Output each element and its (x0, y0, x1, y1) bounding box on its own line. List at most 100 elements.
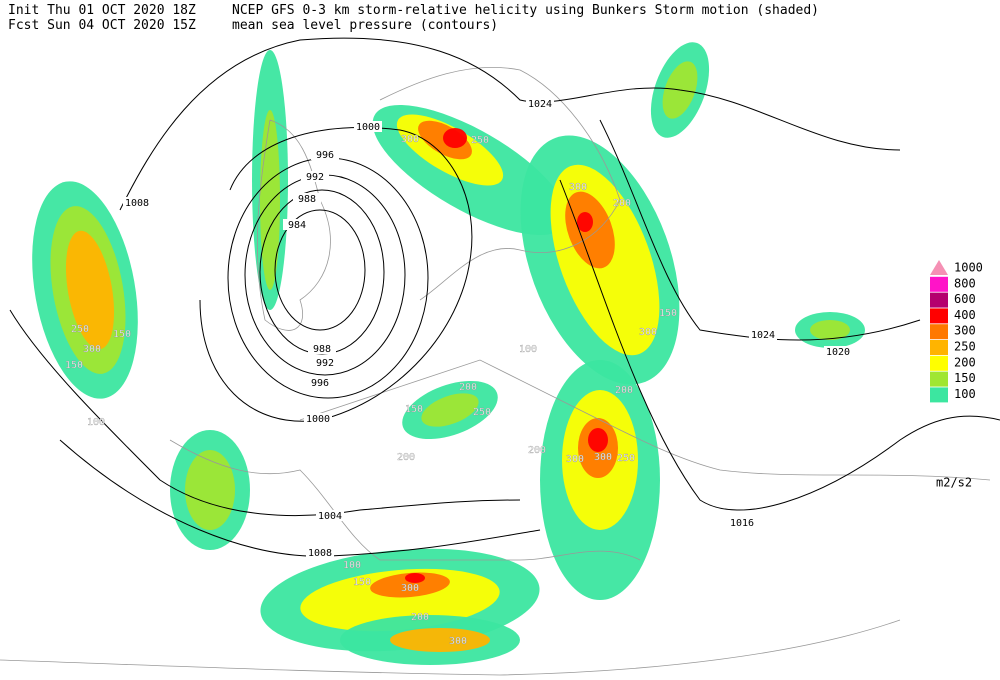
isobar-label: 996 (311, 378, 329, 389)
legend-label: 150 (954, 371, 976, 385)
helicity-area (300, 568, 500, 632)
legend-swatch (930, 340, 948, 355)
map-labels: 1024 1000 996 992 988 984 1008 1024 1020 988 992 99… (65, 98, 852, 647)
helicity-label: 200 (397, 452, 415, 463)
isobar (599, 119, 921, 341)
legend-unit: m2/s2 (936, 476, 972, 490)
helicity-area (443, 128, 467, 148)
isobar-label-bg (316, 510, 344, 521)
helicity-area (370, 572, 450, 598)
isobar-label: 1000 (356, 122, 380, 133)
helicity-shading (32, 42, 865, 665)
helicity-area (588, 428, 608, 452)
helicity-label: 300 (449, 636, 467, 647)
legend-swatch (930, 308, 948, 324)
helicity-area (565, 191, 615, 269)
isobar (9, 309, 521, 517)
legend-swatch (930, 260, 948, 275)
contour-field: mean sea level pressure (contours) (232, 18, 498, 33)
legend-label: 600 (954, 292, 976, 306)
legend-label: 400 (954, 308, 976, 322)
legend-swatch (930, 355, 948, 371)
helicity-label: 300 (594, 452, 612, 463)
helicity-label: 300 (569, 182, 587, 193)
isobar-label: 1000 (306, 414, 330, 425)
coast (169, 439, 641, 561)
helicity-label: 200 (613, 198, 631, 209)
helicity-area (810, 320, 850, 340)
helicity-area (185, 450, 235, 530)
helicity-label: 150 (353, 577, 371, 588)
isobar-label: 1020 (826, 347, 850, 358)
isobar-label-bg (728, 517, 756, 528)
helicity-area (421, 393, 479, 427)
isobar-label: 996 (316, 150, 334, 161)
isobar-label-bg (311, 357, 339, 368)
isobar-label: 1024 (528, 99, 552, 110)
legend-label: 1000 (954, 261, 983, 275)
helicity-label: 200 (528, 445, 546, 456)
helicity-label: 200 (459, 382, 477, 393)
helicity-area (405, 573, 425, 583)
helicity-area (260, 110, 280, 290)
isobar-label-bg (308, 343, 336, 354)
isobar-label-bg (306, 547, 334, 558)
helicity-label: 150 (65, 360, 83, 371)
isobar-label-bg (301, 171, 329, 182)
isobar-label: 984 (288, 220, 306, 231)
legend-label: 800 (954, 276, 976, 290)
helicity-area (65, 230, 115, 350)
helicity-label: 250 (471, 135, 489, 146)
helicity-area (390, 628, 490, 652)
isobar-label-bg (123, 197, 151, 208)
isobar (199, 127, 473, 422)
isobar-label-bg (293, 193, 321, 204)
helicity-label: 200 (615, 385, 633, 396)
helicity-label: 150 (113, 329, 131, 340)
isobar (274, 209, 366, 331)
isobar-label: 1016 (730, 518, 754, 529)
shaded-field: NCEP GFS 0-3 km storm-relative helicity … (232, 3, 819, 18)
isobar-label: 1024 (751, 330, 775, 341)
legend-swatch (930, 371, 948, 387)
coast (299, 359, 991, 481)
isobar-label-bg (304, 413, 332, 424)
isobar-label-bg (526, 98, 554, 109)
legend-swatch (930, 292, 948, 308)
helicity-label: 200 (411, 612, 429, 623)
isobar-label-bg (283, 219, 311, 230)
helicity-label: 150 (659, 308, 677, 319)
helicity-label: 250 (617, 453, 635, 464)
isobar-label-bg (306, 377, 334, 388)
legend-swatch (930, 387, 948, 403)
isobar-label: 1004 (318, 511, 342, 522)
map-edge (0, 619, 901, 676)
coast (379, 67, 621, 301)
helicity-label: 300 (83, 344, 101, 355)
isobar-label-bg (354, 121, 382, 132)
helicity-label: 300 (401, 134, 419, 145)
isobars (9, 37, 1000, 557)
isobar-label: 1008 (308, 548, 332, 559)
helicity-label: 250 (71, 324, 89, 335)
forecast-time: Fcst Sun 04 OCT 2020 15Z (8, 18, 196, 33)
isobar (119, 37, 901, 211)
isobar-label: 988 (298, 194, 316, 205)
helicity-label: 150 (405, 404, 423, 415)
legend-label: 250 (954, 340, 976, 354)
legend-swatch (930, 324, 948, 340)
isobar-label-bg (824, 346, 852, 357)
init-time: Init Thu 01 OCT 2020 18Z (8, 3, 196, 18)
helicity-label: 300 (639, 327, 657, 338)
legend-label: 300 (954, 324, 976, 338)
legend-swatch (930, 276, 948, 292)
helicity-label: 300 (566, 454, 584, 465)
isobar-label: 992 (316, 358, 334, 369)
isobar-label: 988 (313, 344, 331, 355)
helicity-area (577, 212, 593, 232)
helicity-label: 100 (87, 417, 105, 428)
helicity-label: 100 (343, 560, 361, 571)
helicity-label: 100 (519, 344, 537, 355)
